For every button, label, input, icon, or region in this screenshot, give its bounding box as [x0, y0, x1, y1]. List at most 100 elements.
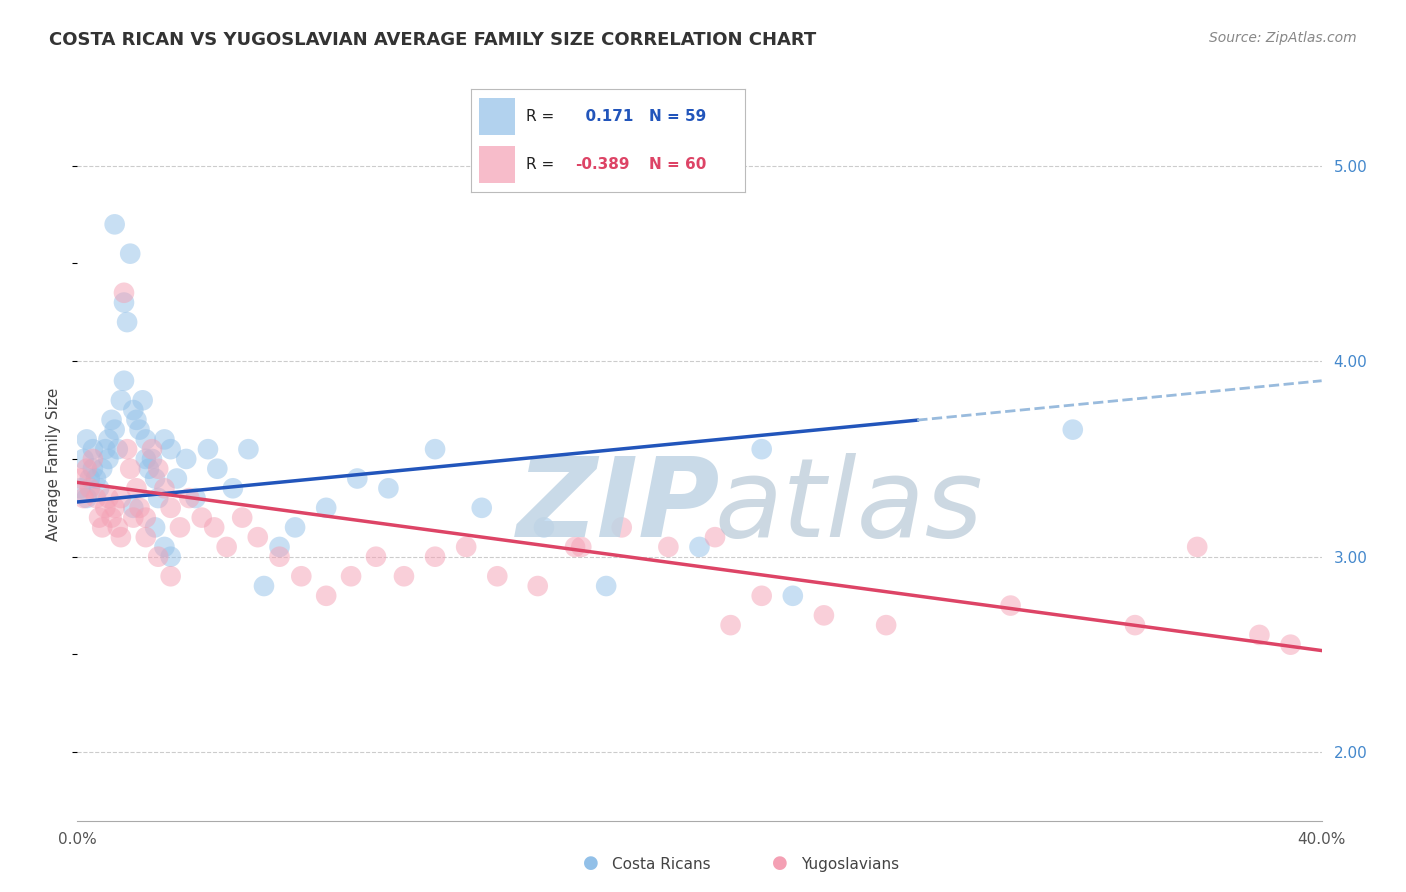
Point	[153, 433, 176, 447]
Point	[115, 442, 138, 457]
Point	[238, 442, 260, 457]
Point	[84, 471, 107, 485]
Text: ●: ●	[582, 855, 599, 872]
Point	[76, 433, 98, 447]
Text: atlas: atlas	[714, 453, 983, 560]
Point	[128, 423, 150, 437]
Point	[76, 491, 98, 505]
Point	[1249, 628, 1271, 642]
Point	[120, 246, 142, 260]
Point	[82, 442, 104, 457]
Point	[657, 540, 679, 554]
Point	[284, 520, 307, 534]
Point	[122, 500, 145, 515]
Point	[179, 491, 201, 505]
Point	[148, 549, 170, 564]
Point	[79, 471, 101, 485]
Point	[135, 530, 157, 544]
Point	[191, 510, 214, 524]
Point	[782, 589, 804, 603]
Point	[231, 510, 253, 524]
Point	[135, 452, 157, 467]
Point	[148, 491, 170, 505]
Point	[159, 549, 181, 564]
Point	[104, 423, 127, 437]
Point	[1123, 618, 1146, 632]
Point	[141, 442, 163, 457]
Point	[471, 500, 494, 515]
Text: ●: ●	[772, 855, 789, 872]
Point	[207, 461, 229, 475]
Point	[131, 393, 153, 408]
Point	[107, 442, 129, 457]
Point	[704, 530, 727, 544]
Point	[751, 589, 773, 603]
Bar	[479, 145, 515, 183]
Point	[526, 579, 548, 593]
Point	[84, 491, 107, 505]
Point	[72, 452, 94, 467]
Point	[82, 461, 104, 475]
Point	[751, 442, 773, 457]
Point	[104, 218, 127, 232]
Point	[153, 540, 176, 554]
Point	[533, 520, 555, 534]
Point	[569, 540, 592, 554]
Point	[141, 452, 163, 467]
Point	[94, 500, 117, 515]
Text: Yugoslavians: Yugoslavians	[801, 857, 900, 872]
Y-axis label: Average Family Size: Average Family Size	[46, 387, 62, 541]
Point	[392, 569, 415, 583]
Point	[69, 481, 91, 495]
Point	[122, 510, 145, 524]
Point	[222, 481, 245, 495]
Point	[148, 461, 170, 475]
Point	[97, 491, 120, 505]
Point	[76, 461, 98, 475]
Point	[100, 413, 122, 427]
Point	[315, 500, 337, 515]
Text: 0.171: 0.171	[575, 110, 634, 124]
Point	[135, 510, 157, 524]
Point	[166, 471, 188, 485]
Point	[169, 520, 191, 534]
Point	[364, 549, 387, 564]
Point	[346, 471, 368, 485]
Point	[82, 452, 104, 467]
Point	[290, 569, 312, 583]
Point	[115, 315, 138, 329]
Point	[112, 374, 135, 388]
Text: N = 59: N = 59	[650, 110, 706, 124]
Text: -0.389: -0.389	[575, 157, 630, 171]
Point	[110, 530, 132, 544]
Point	[125, 413, 148, 427]
Point	[1062, 423, 1084, 437]
Point	[315, 589, 337, 603]
Point	[72, 491, 94, 505]
Point	[91, 461, 114, 475]
Text: R =: R =	[526, 110, 554, 124]
Point	[269, 540, 291, 554]
Point	[610, 520, 633, 534]
Point	[100, 510, 122, 524]
Point	[340, 569, 363, 583]
Point	[564, 540, 586, 554]
Point	[197, 442, 219, 457]
Point	[110, 491, 132, 505]
Text: Source: ZipAtlas.com: Source: ZipAtlas.com	[1209, 31, 1357, 45]
Point	[112, 295, 135, 310]
Point	[97, 452, 120, 467]
Point	[125, 481, 148, 495]
Point	[253, 579, 276, 593]
Point	[128, 500, 150, 515]
Point	[122, 403, 145, 417]
Point	[174, 452, 197, 467]
Point	[875, 618, 897, 632]
Point	[423, 549, 446, 564]
Point	[215, 540, 238, 554]
Point	[184, 491, 207, 505]
Point	[269, 549, 291, 564]
Point	[94, 442, 117, 457]
Point	[159, 442, 181, 457]
Text: COSTA RICAN VS YUGOSLAVIAN AVERAGE FAMILY SIZE CORRELATION CHART: COSTA RICAN VS YUGOSLAVIAN AVERAGE FAMIL…	[49, 31, 817, 49]
